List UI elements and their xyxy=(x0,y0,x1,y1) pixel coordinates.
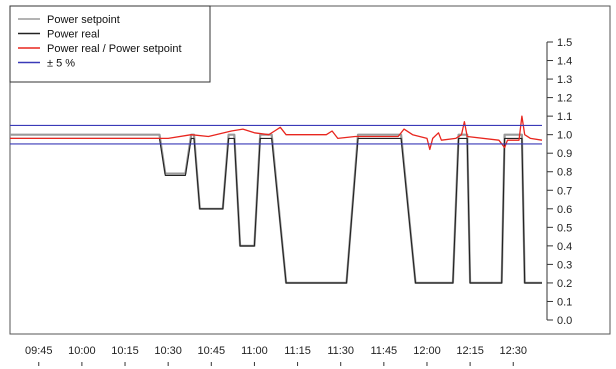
legend-label: Power real / Power setpoint xyxy=(47,43,182,55)
x-tick-label: 11:45 xyxy=(370,345,397,357)
legend: Power setpoint Power real Power real / Pow… xyxy=(9,5,211,83)
x-tick-label: 10:45 xyxy=(198,345,226,357)
x-tick-label: 11:15 xyxy=(284,345,311,357)
x-tick-label: 10:00 xyxy=(68,345,96,357)
y-tick-label: 0.9 xyxy=(557,148,572,160)
y-tick-label: 0.8 xyxy=(557,167,572,179)
y-tick-label: 1.5 xyxy=(557,37,572,49)
y-tick-label: 1.0 xyxy=(557,130,572,142)
y-tick-label: 0.1 xyxy=(557,296,572,308)
y-axis: 0.0 0.1 0.2 0.3 0.4 0.5 0.6 0.7 0.8 0.9 1.0 1.1 1.2 1… xyxy=(546,37,572,327)
y-tick-label: 0.3 xyxy=(557,259,572,271)
x-tick-label: 12:15 xyxy=(456,345,484,357)
x-tick-label: 12:00 xyxy=(413,345,441,357)
x-tick-label: 11:00 xyxy=(241,345,268,357)
series-line-power-real xyxy=(10,137,542,284)
x-tick-label: 10:30 xyxy=(154,345,182,357)
y-tick-label: 1.1 xyxy=(557,111,572,123)
x-tick-label: 10:15 xyxy=(111,345,139,357)
y-tick-label: 0.0 xyxy=(557,315,572,327)
y-tick-label: 1.3 xyxy=(557,74,572,86)
y-tick-label: 1.4 xyxy=(557,56,572,68)
y-tick-label: 1.2 xyxy=(557,93,572,105)
legend-box xyxy=(9,5,211,83)
y-tick-label: 0.5 xyxy=(557,222,572,234)
y-tick-label: 0.6 xyxy=(557,204,572,216)
y-tick-label: 0.2 xyxy=(557,278,572,290)
x-tick-label: 12:30 xyxy=(499,345,527,357)
legend-label: ± 5 % xyxy=(47,58,75,70)
x-tick-label: 11:30 xyxy=(327,345,354,357)
x-axis: 09:45 10:00 10:15 10:30 10:45 11:00 11:15 11:30… xyxy=(25,345,527,366)
x-tick-label: 09:45 xyxy=(25,345,53,357)
legend-label: Power real xyxy=(47,29,100,41)
series-layer xyxy=(10,115,543,284)
legend-label: Power setpoint xyxy=(47,14,120,26)
series-line-power-real-power-setpoint xyxy=(10,115,543,151)
y-tick-label: 0.7 xyxy=(557,185,572,197)
y-tick-label: 0.4 xyxy=(557,241,572,253)
